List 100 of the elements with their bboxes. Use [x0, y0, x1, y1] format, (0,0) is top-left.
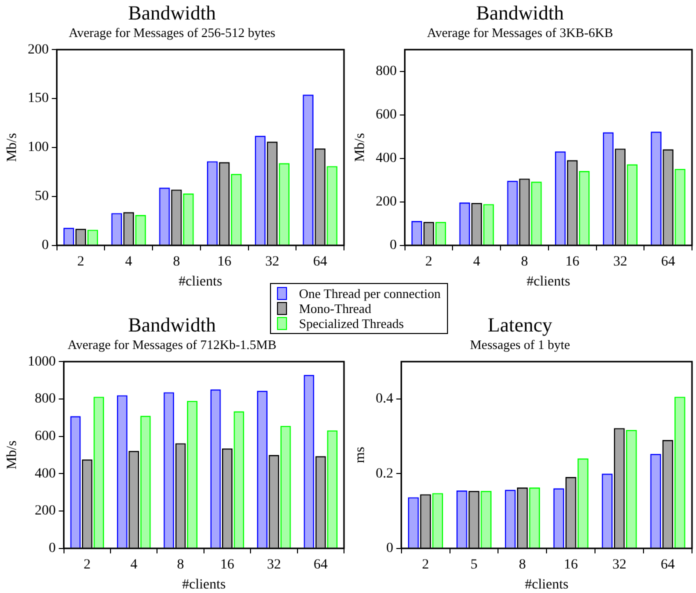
x-tick-label: 2	[84, 557, 91, 572]
x-tick-label: 16	[565, 254, 580, 270]
chart-subtitle: Average for Messages of 3KB-6KB	[426, 25, 614, 40]
x-axis-title: #clients	[182, 577, 226, 592]
x-tick-label: 4	[125, 254, 132, 270]
x-tick-label: 16	[564, 557, 578, 572]
bar	[529, 488, 540, 548]
y-tick-label: 600	[34, 428, 56, 444]
x-tick-label: 64	[314, 557, 328, 572]
bar	[304, 374, 314, 548]
y-tick-label: 1000	[28, 354, 56, 370]
chart-subtitle: Messages of 1 byte	[470, 337, 570, 352]
bar	[432, 493, 444, 548]
x-tick-label: 2	[77, 254, 84, 270]
bar	[164, 392, 174, 548]
bar	[435, 222, 446, 245]
bar	[234, 411, 244, 548]
x-tick-label: 5	[470, 557, 478, 572]
bar	[626, 430, 637, 548]
bar	[206, 161, 218, 245]
x-tick-label: 32	[613, 254, 628, 270]
x-tick-label: 2	[425, 254, 432, 270]
x-tick-label: 16	[220, 557, 234, 572]
x-tick-label: 32	[612, 557, 626, 572]
bar	[230, 174, 242, 245]
chart-title: Bandwidth	[128, 314, 216, 336]
bar	[578, 458, 588, 548]
bar	[553, 488, 564, 548]
bar	[111, 213, 122, 245]
x-tick-label: 8	[172, 254, 180, 270]
bar	[504, 490, 516, 548]
bar	[480, 490, 492, 548]
bar	[650, 132, 662, 245]
bar	[327, 430, 338, 548]
bar	[94, 396, 104, 548]
x-tick-label: 16	[217, 254, 232, 270]
x-tick-label: 2	[422, 557, 430, 572]
bar	[408, 497, 419, 548]
y-tick-label: 800	[34, 392, 56, 407]
x-tick-label: 4	[473, 254, 480, 270]
y-axis-title: Mb/s	[353, 133, 368, 162]
x-tick-label: 32	[265, 254, 280, 270]
bar	[626, 164, 638, 245]
bar	[257, 390, 268, 548]
bar	[186, 400, 198, 548]
bar	[554, 151, 566, 245]
x-tick-label: 64	[661, 254, 676, 270]
y-tick-label: 0.2	[376, 466, 394, 482]
x-tick-label: 8	[177, 557, 184, 572]
bar	[459, 202, 470, 245]
bar	[456, 490, 468, 548]
y-tick-label: 400	[34, 466, 56, 482]
bar	[483, 204, 494, 245]
x-axis-title: #clients	[524, 577, 568, 592]
legend-label: One Thread per connection	[299, 286, 441, 301]
y-tick-label: 50	[34, 189, 49, 204]
bar	[70, 416, 81, 548]
y-tick-label: 200	[28, 42, 49, 58]
bar	[650, 454, 662, 548]
bar	[674, 396, 686, 548]
bar	[602, 132, 614, 245]
bar	[159, 188, 170, 245]
x-tick-label: 4	[130, 557, 138, 572]
y-axis-title: ms	[353, 446, 368, 464]
y-tick-label: 800	[376, 64, 397, 80]
y-tick-label: 150	[28, 91, 49, 106]
bar	[280, 426, 291, 548]
bar	[183, 194, 194, 245]
x-tick-label: 32	[266, 557, 281, 572]
legend-label: Specialized Threads	[299, 316, 404, 331]
bar	[411, 221, 422, 245]
chart-title: Latency	[488, 314, 552, 336]
bar	[507, 180, 518, 245]
chart-title: Bandwidth	[128, 2, 216, 24]
x-tick-label: 64	[313, 254, 328, 270]
x-axis-title: #clients	[178, 274, 222, 290]
y-tick-label: 600	[376, 108, 397, 123]
x-tick-label: 64	[660, 557, 675, 572]
bar	[531, 182, 542, 245]
bar	[254, 136, 266, 245]
bar	[326, 166, 338, 245]
legend-label: Mono-Thread	[299, 301, 372, 316]
y-tick-label: 0	[386, 541, 394, 556]
y-tick-label: 0	[42, 238, 49, 254]
y-tick-label: 0.4	[376, 392, 394, 407]
bar	[140, 416, 151, 548]
x-axis-title: #clients	[526, 274, 570, 290]
bar	[278, 163, 290, 245]
y-axis-title: Mb/s	[5, 440, 20, 470]
y-tick-label: 400	[376, 151, 397, 166]
y-tick-label: 100	[28, 140, 49, 156]
y-tick-label: 200	[376, 194, 397, 210]
bar	[135, 215, 146, 245]
bar	[302, 94, 314, 245]
y-tick-label: 200	[34, 504, 56, 519]
y-tick-label: 0	[48, 541, 56, 556]
y-tick-label: 0	[390, 238, 397, 254]
chart-subtitle: Average for Messages of 712Kb-1.5MB	[68, 337, 277, 352]
chart-title: Bandwidth	[476, 2, 564, 24]
bar	[116, 395, 128, 548]
